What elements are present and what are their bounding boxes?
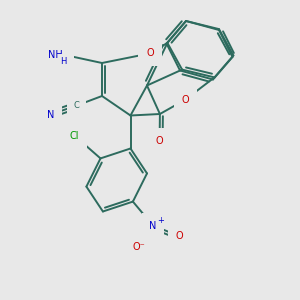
Text: NH: NH bbox=[48, 50, 63, 60]
Text: O⁻: O⁻ bbox=[132, 242, 145, 253]
Text: +: + bbox=[157, 216, 164, 225]
Text: N: N bbox=[149, 220, 157, 231]
Text: H: H bbox=[60, 57, 67, 66]
Text: O: O bbox=[176, 231, 183, 241]
Text: O: O bbox=[146, 48, 154, 59]
Text: Cl: Cl bbox=[70, 130, 79, 141]
Text: H: H bbox=[60, 45, 66, 54]
Text: C: C bbox=[74, 101, 80, 110]
Text: N: N bbox=[47, 110, 54, 120]
Text: N: N bbox=[59, 51, 67, 61]
Text: O: O bbox=[156, 136, 164, 146]
Text: O: O bbox=[182, 94, 189, 105]
